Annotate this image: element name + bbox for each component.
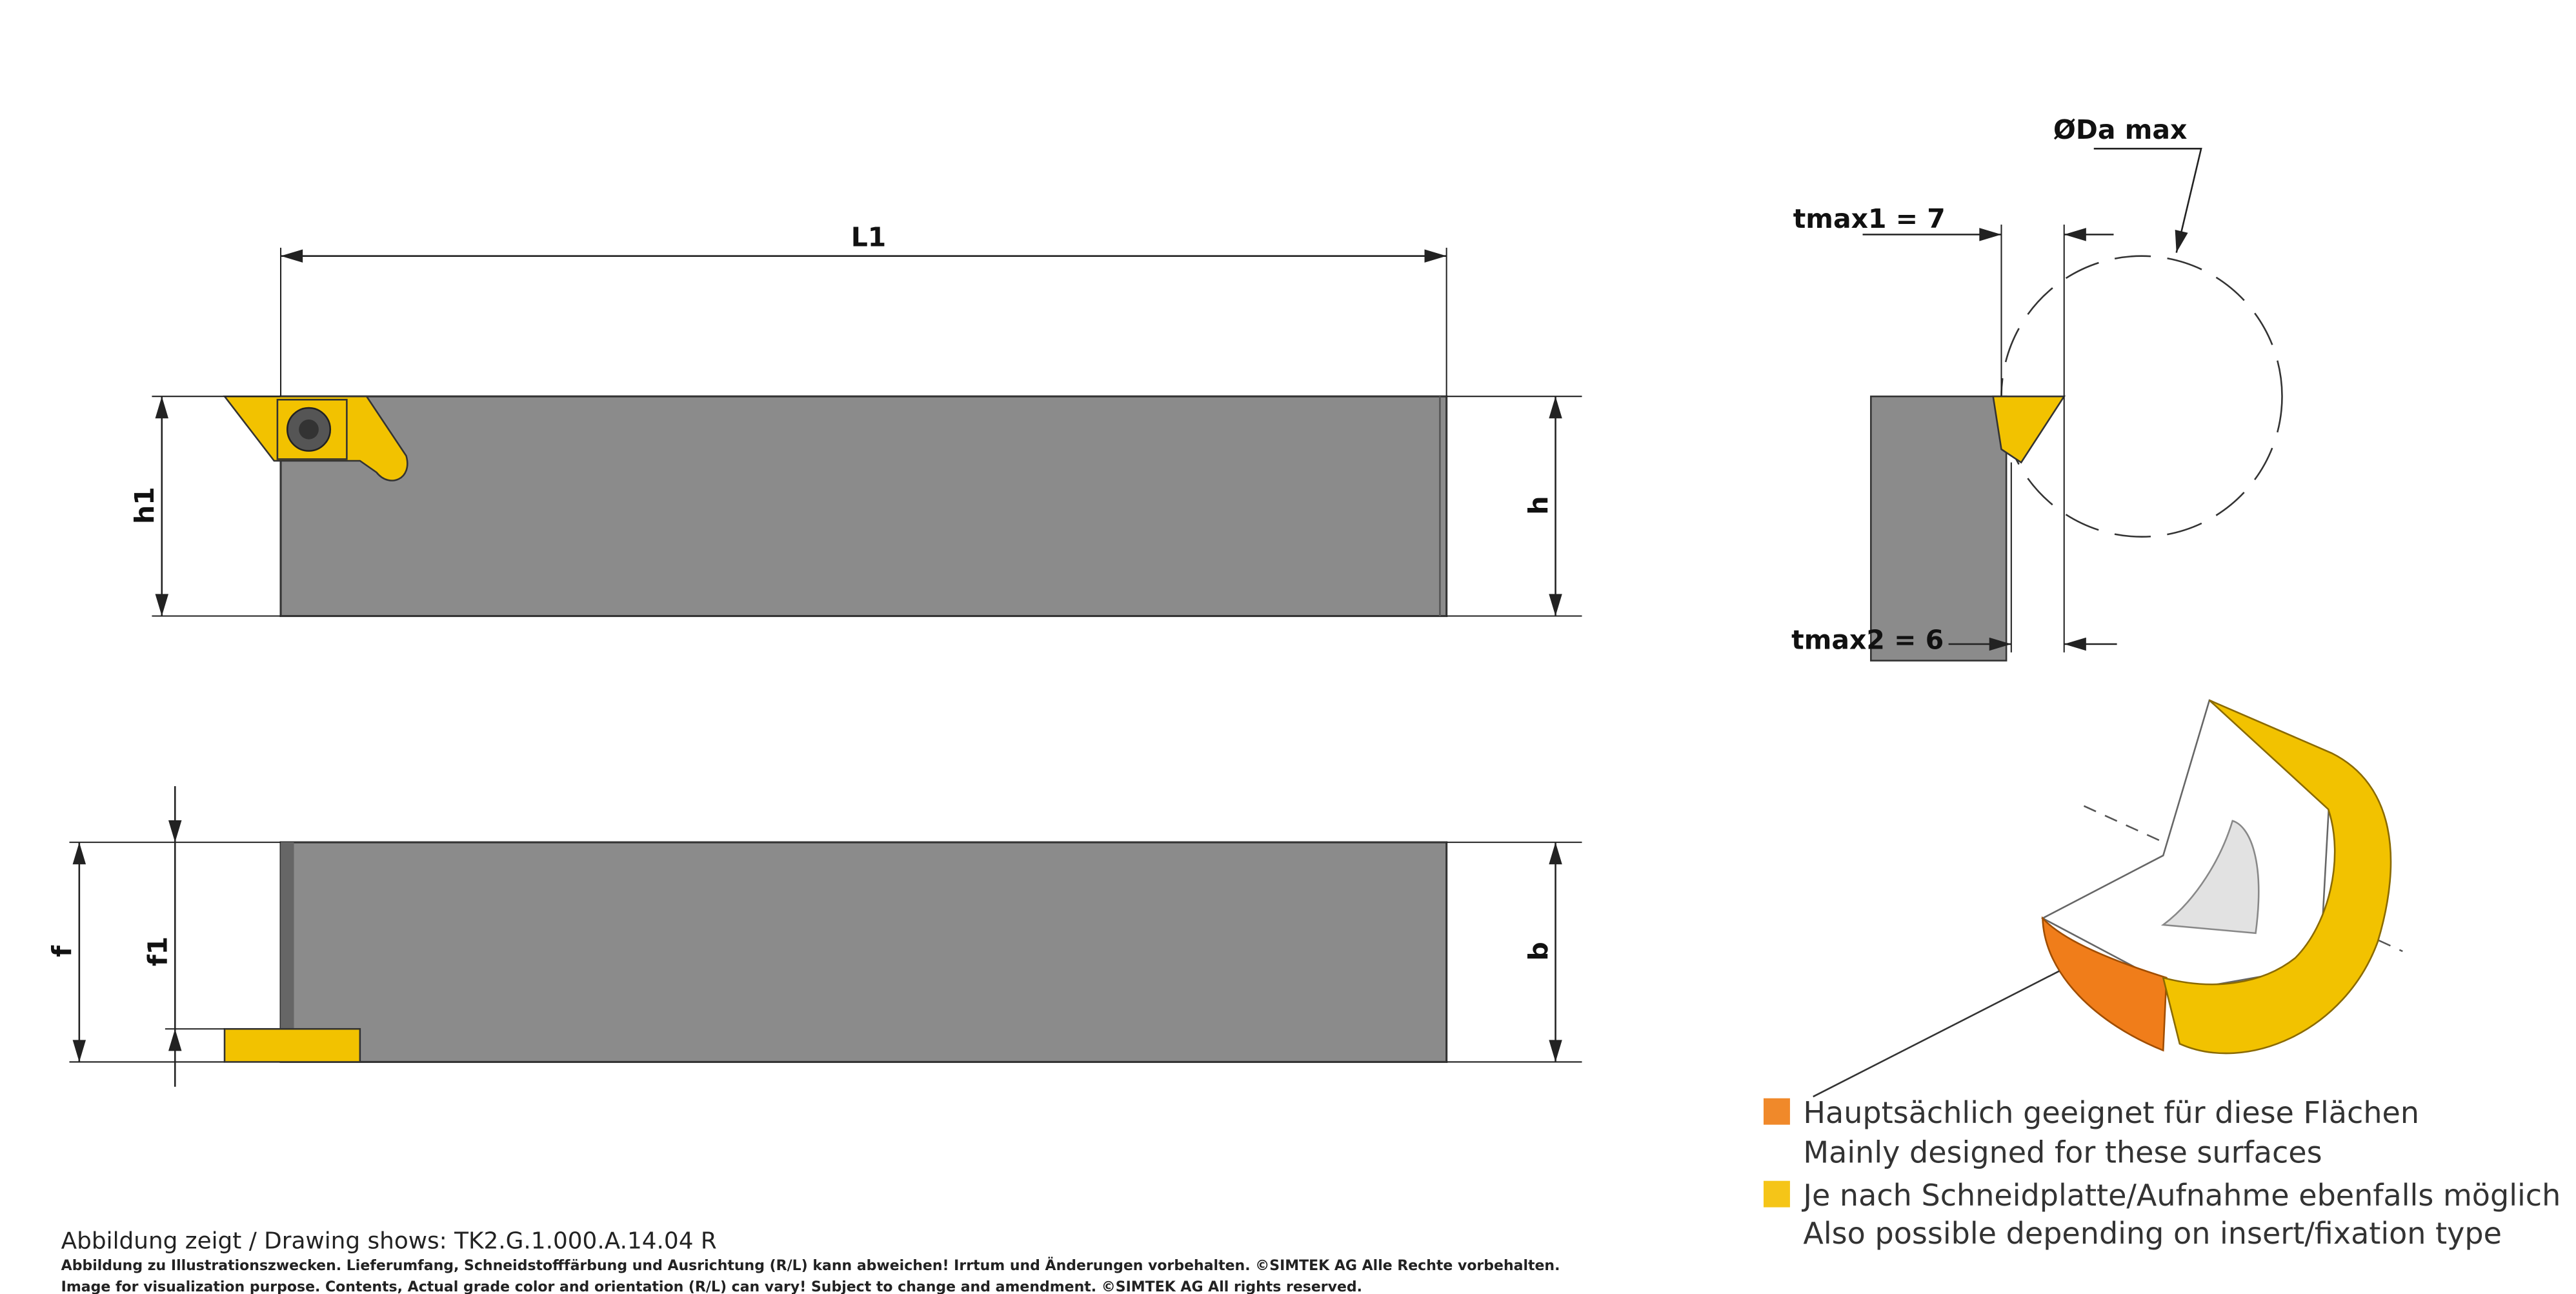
screw-head	[299, 420, 319, 440]
dimension-label: b	[1523, 942, 1554, 960]
shank	[279, 395, 1448, 618]
shank	[1870, 395, 2007, 662]
caption-note: Image for visualization purpose. Content…	[61, 1279, 1362, 1294]
leader-line	[1813, 970, 2060, 1098]
main-surface	[2042, 916, 2168, 1052]
shank-edge	[281, 842, 294, 1029]
legend-swatch	[1763, 1098, 1790, 1125]
insert	[1992, 395, 2066, 464]
bore	[2160, 820, 2260, 935]
insert	[223, 1027, 361, 1063]
dimension-label: h1	[129, 487, 160, 524]
shank	[279, 841, 1448, 1063]
front-view: f f1 b	[46, 786, 1582, 1087]
legend-text: Je nach Schneidplatte/Aufnahme ebenfalls…	[1801, 1178, 2561, 1213]
top-view: L1 h1 h	[129, 221, 1582, 618]
legend-text: Mainly designed for these surfaces	[1803, 1135, 2322, 1170]
dimension-label: f1	[142, 936, 173, 966]
caption: Abbildung zeigt / Drawing shows: TK2.G.1…	[61, 1228, 1560, 1294]
dimension-label: h	[1523, 496, 1554, 514]
dimension-label: L1	[851, 221, 887, 252]
legend-text: Also possible depending on insert/fixati…	[1803, 1216, 2502, 1251]
dimension-label: tmax1 = 7	[1793, 203, 1946, 234]
side-view: tmax1 = 7 tmax2 = 6 ØDa max	[1791, 114, 2283, 662]
caption-title: Abbildung zeigt / Drawing shows: TK2.G.1…	[61, 1228, 717, 1255]
legend-swatch	[1763, 1180, 1790, 1208]
legend-text: Hauptsächlich geeignet für diese Flächen	[1803, 1095, 2419, 1130]
leader-line	[2093, 148, 2202, 253]
dimension-label: ØDa max	[2053, 114, 2187, 145]
dimension-label: tmax2 = 6	[1791, 625, 1944, 656]
secondary-surface	[2162, 699, 2392, 1055]
legend: Hauptsächlich geeignet für diese Flächen…	[1763, 1095, 2561, 1251]
workpiece-illustration	[1813, 699, 2403, 1098]
axis-line	[2083, 805, 2403, 953]
dimension-label: f	[46, 945, 77, 957]
caption-note: Abbildung zu Illustrationszwecken. Liefe…	[61, 1257, 1560, 1274]
